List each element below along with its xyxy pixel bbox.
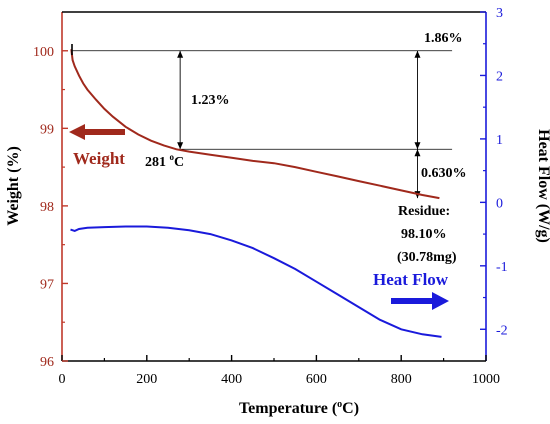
heat-flow-legend: Heat Flow xyxy=(373,270,449,310)
x-axis-ticks: 0 200 400 600 800 1000 xyxy=(59,355,500,387)
annotation-loss-123: 1.23% xyxy=(191,93,230,108)
heat-flow-series-line xyxy=(70,225,442,338)
annotation-loss-186: 1.86% xyxy=(424,31,463,46)
dim-arrow-123-head-top xyxy=(177,50,184,58)
dim-arrow-123-head-bottom xyxy=(177,142,184,150)
y-left-tick-label: 97 xyxy=(40,277,54,292)
y-left-tick-label: 96 xyxy=(40,355,54,370)
weight-legend-arrow xyxy=(69,124,125,140)
x-tick-label: 800 xyxy=(391,372,412,387)
annotation-loss-0630: 0.630% xyxy=(421,166,467,181)
heat-flow-legend-arrow xyxy=(391,292,449,310)
left-y-axis-ticks: 96 97 98 99 100 xyxy=(33,45,68,370)
reference-lines xyxy=(71,50,453,199)
x-tick-label: 1000 xyxy=(472,372,500,387)
y-right-tick-label: -1 xyxy=(496,260,508,275)
y-right-tick-label: -2 xyxy=(496,323,508,338)
weight-series-line xyxy=(70,49,440,200)
annotation-281c: 281 oC xyxy=(145,152,184,170)
annotation-residue-label: Residue: xyxy=(398,204,450,219)
weight-legend: Weight xyxy=(69,124,125,168)
x-axis-title: Temperature (oC) xyxy=(239,399,359,417)
annotation-residue-mass: (30.78mg) xyxy=(397,250,457,265)
right-y-axis-ticks: -2 -1 0 1 2 3 xyxy=(480,6,508,338)
x-tick-label: 600 xyxy=(306,372,327,387)
y-right-tick-label: 3 xyxy=(496,6,503,21)
right-y-axis-title: Heat Flow (W/g) xyxy=(535,129,550,243)
weight-legend-label: Weight xyxy=(73,149,125,168)
x-tick-label: 200 xyxy=(136,372,157,387)
y-left-tick-label: 98 xyxy=(40,200,54,215)
y-right-tick-label: 0 xyxy=(496,196,503,211)
x-tick-label: 0 xyxy=(59,372,66,387)
y-right-tick-label: 1 xyxy=(496,133,503,148)
y-right-tick-label: 2 xyxy=(496,69,503,84)
dim-arrow-0630-head-top xyxy=(414,149,421,157)
x-tick-label: 400 xyxy=(221,372,242,387)
dim-arrow-186-head-bottom xyxy=(414,142,421,150)
left-y-axis-title: Weight (%) xyxy=(5,146,22,226)
dim-arrow-186-head-top xyxy=(414,50,421,58)
y-left-tick-label: 100 xyxy=(33,45,54,60)
annotation-residue-percent: 98.10% xyxy=(401,227,447,242)
y-left-tick-label: 99 xyxy=(40,122,54,137)
heat-flow-legend-label: Heat Flow xyxy=(373,270,449,289)
